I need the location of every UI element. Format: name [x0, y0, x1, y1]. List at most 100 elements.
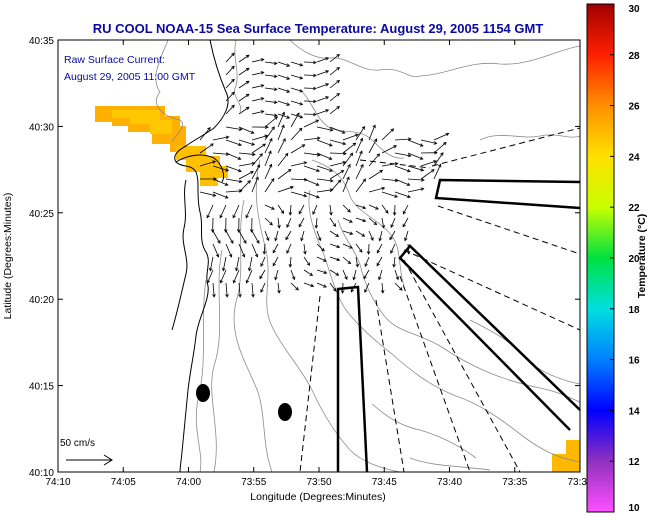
- current-vector: [265, 218, 272, 225]
- current-vector: [252, 58, 264, 62]
- current-vector: [226, 66, 234, 75]
- southeast-lane: [400, 246, 580, 430]
- colorbar-tick-label: 28: [628, 51, 640, 62]
- current-vector: [226, 231, 233, 243]
- contour-line: [234, 40, 240, 112]
- current-vector: [304, 87, 316, 90]
- x-axis-label: Longitude (Degrees:Minutes): [250, 491, 385, 503]
- current-vector: [304, 257, 310, 265]
- current-vector: [317, 110, 328, 114]
- current-vector: [265, 151, 271, 166]
- current-vector: [289, 257, 292, 267]
- current-vector: [252, 283, 255, 297]
- buoy-marker: [196, 384, 210, 402]
- x-tick-label: 73:50: [306, 477, 331, 488]
- current-vector: [369, 170, 382, 179]
- current-vector: [330, 257, 339, 261]
- contour-line: [256, 160, 400, 472]
- current-vector: [273, 244, 278, 253]
- y-tick-label: 40:25: [29, 209, 54, 220]
- current-vector: [304, 179, 319, 186]
- current-vector: [239, 171, 253, 179]
- current-vector: [287, 244, 291, 253]
- current-vector: [330, 140, 345, 145]
- current-vector: [239, 127, 254, 133]
- current-vector: [304, 137, 320, 140]
- current-vector: [252, 177, 258, 192]
- current-vector: [434, 133, 449, 140]
- current-vector: [291, 283, 298, 290]
- current-vector: [239, 231, 246, 243]
- current-vector: [226, 153, 241, 160]
- current-vector: [226, 179, 242, 183]
- current-vector: [377, 244, 382, 253]
- current-vector: [278, 153, 288, 166]
- current-vector: [343, 244, 352, 248]
- current-vector: [226, 53, 234, 62]
- plot-frame: [58, 40, 580, 472]
- chart-title: RU COOL NOAA-15 Sea Surface Temperature:…: [93, 21, 544, 36]
- current-vector: [391, 244, 395, 253]
- contour-line: [480, 135, 580, 140]
- current-vector: [291, 88, 302, 92]
- current-vector: [408, 188, 424, 192]
- current-vector: [395, 179, 410, 186]
- current-vector: [246, 270, 252, 283]
- current-vector: [278, 139, 285, 153]
- current-vector: [393, 257, 396, 267]
- current-vector: [393, 205, 396, 215]
- current-vector: [365, 257, 369, 266]
- current-vector: [304, 270, 312, 275]
- current-vector: [434, 153, 443, 166]
- current-vector: [252, 154, 262, 166]
- current-vector: [291, 192, 306, 197]
- current-vector: [330, 270, 339, 275]
- current-vector: [213, 244, 219, 257]
- current-vector: [343, 134, 358, 140]
- colorbar: [587, 4, 614, 512]
- current-vector: [278, 125, 284, 140]
- x-tick-label: 74:00: [176, 477, 201, 488]
- contour-line: [300, 90, 404, 158]
- contour-line: [309, 190, 580, 462]
- current-vector: [265, 231, 269, 240]
- current-vector: [304, 166, 319, 172]
- current-vector: [395, 283, 402, 290]
- current-vector: [273, 257, 278, 266]
- current-vector: [382, 192, 397, 197]
- current-vector: [239, 140, 254, 145]
- lane-line: [438, 206, 580, 254]
- current-vector: [289, 205, 292, 215]
- current-vector: [395, 153, 411, 157]
- y-tick-label: 40:10: [29, 468, 54, 479]
- current-vector: [207, 205, 213, 218]
- current-vector: [226, 244, 232, 257]
- current-vector: [275, 270, 278, 280]
- x-tick-label: 74:05: [111, 477, 136, 488]
- current-vector: [356, 218, 365, 222]
- current-vector: [287, 218, 291, 227]
- current-vector: [250, 218, 253, 232]
- colorbar-tick-label: 30: [628, 4, 640, 15]
- current-vector: [382, 205, 388, 213]
- current-vector: [252, 110, 264, 114]
- current-vector: [317, 140, 332, 146]
- current-vector: [226, 283, 229, 297]
- current-vector: [275, 231, 278, 241]
- current-vector: [330, 67, 339, 75]
- current-vector: [421, 140, 437, 144]
- current-vector: [233, 205, 239, 218]
- current-vector: [252, 144, 265, 153]
- current-vector: [265, 88, 277, 91]
- current-vector: [330, 80, 339, 88]
- current-vector: [356, 127, 365, 140]
- current-vector: [213, 231, 220, 243]
- current-vector: [252, 231, 259, 243]
- colorbar-tick-label: 18: [628, 305, 640, 316]
- current-vector: [265, 114, 277, 117]
- current-vector: [265, 164, 272, 179]
- current-vector: [369, 154, 379, 166]
- current-vector: [224, 218, 227, 232]
- current-vector: [377, 257, 382, 266]
- current-vector: [239, 81, 249, 88]
